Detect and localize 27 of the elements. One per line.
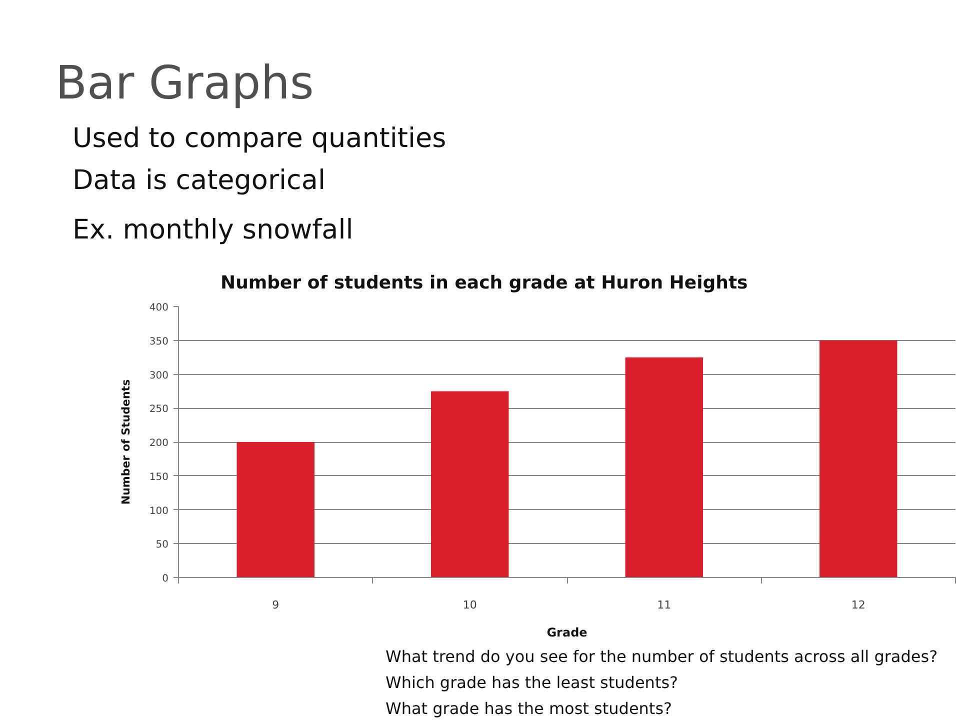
x-tick-label: 11 [657, 598, 672, 612]
text: Used to compare quantities [72, 123, 446, 154]
text: Ex. monthly snowfall [72, 214, 354, 246]
text: Which grade has the least students? [386, 673, 678, 692]
y-tick-label: 150 [149, 472, 169, 483]
bar [431, 391, 509, 578]
x-tick-label: 12 [851, 598, 866, 612]
y-tick-label: 50 [156, 540, 169, 551]
bar [236, 442, 314, 578]
y-tick-label: 200 [149, 438, 169, 449]
x-tick-label: 9 [272, 598, 280, 612]
y-tick-label: 300 [149, 370, 169, 382]
y-tick-label: 400 [149, 302, 169, 314]
y-tick-label: 0 [162, 574, 169, 584]
y-tick-label: 350 [149, 336, 169, 348]
text: What grade has the most students? [386, 699, 672, 718]
bar [625, 357, 703, 578]
x-axis-title: Grade [546, 626, 588, 640]
x-tick-label: 10 [462, 598, 477, 612]
bar [820, 340, 898, 578]
y-tick-label: 250 [149, 404, 169, 416]
text: Bar Graphs [56, 56, 314, 110]
chart-title: Number of students in each grade at Huron Heights [220, 272, 748, 294]
text: What trend do you see for the number of students across all grades? [386, 647, 938, 666]
text: Data is categorical [72, 165, 326, 196]
y-axis-title: Number of Students [119, 378, 132, 505]
y-tick-label: 100 [149, 506, 169, 517]
